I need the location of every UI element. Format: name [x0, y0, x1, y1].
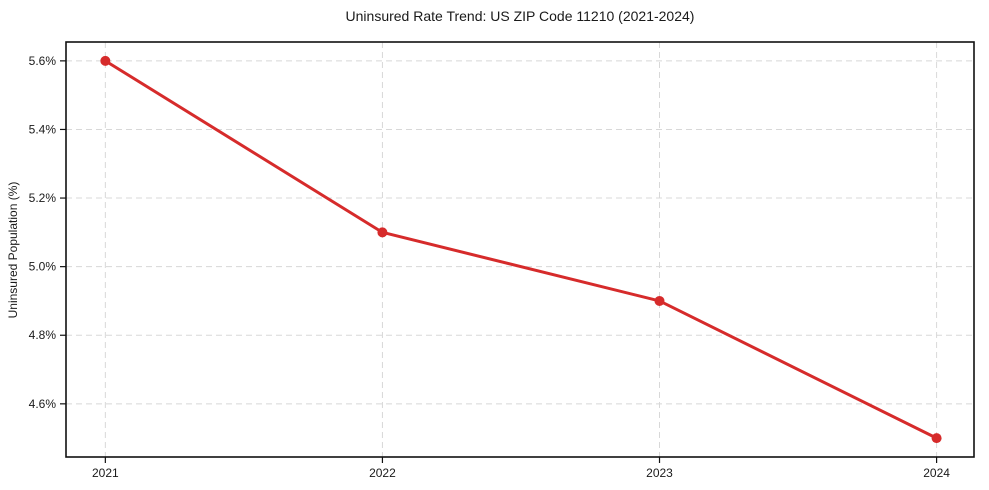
data-point-marker — [654, 295, 665, 306]
x-tick-label: 2023 — [646, 466, 673, 480]
data-point-marker — [100, 55, 111, 66]
chart-title: Uninsured Rate Trend: US ZIP Code 11210 … — [345, 8, 695, 24]
y-tick-label: 5.2% — [29, 191, 57, 205]
data-point-marker — [377, 227, 388, 238]
x-tick-label: 2022 — [369, 466, 396, 480]
plot-border — [65, 41, 975, 458]
x-tick-label: 2021 — [92, 466, 119, 480]
y-tick-label: 5.0% — [29, 260, 57, 274]
y-tick-label: 5.4% — [29, 122, 57, 136]
data-point-marker — [931, 433, 942, 444]
trend-line — [103, 59, 939, 440]
y-tick-label: 5.6% — [29, 54, 57, 68]
y-axis-label: Uninsured Population (%) — [6, 181, 20, 319]
y-tick-label: 4.6% — [29, 397, 57, 411]
x-tick-label: 2024 — [923, 466, 950, 480]
y-tick-label: 4.8% — [29, 328, 57, 342]
